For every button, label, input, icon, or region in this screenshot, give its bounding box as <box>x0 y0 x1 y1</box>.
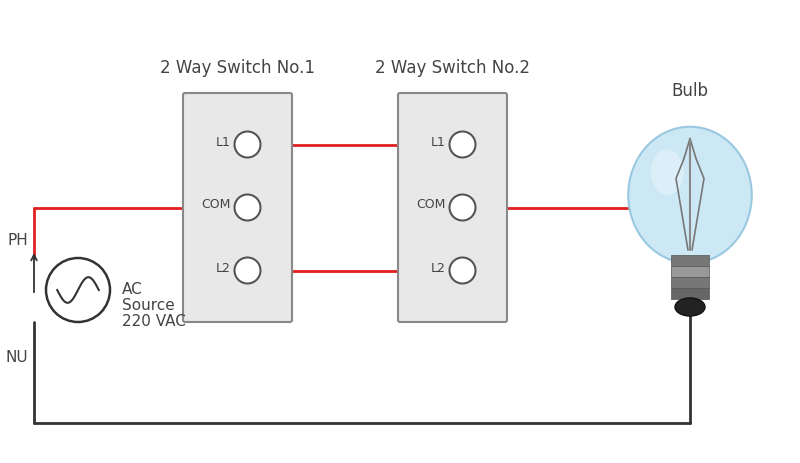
Text: Source: Source <box>122 298 174 313</box>
Ellipse shape <box>675 298 705 316</box>
Text: 220 VAC: 220 VAC <box>122 314 186 329</box>
Circle shape <box>46 258 110 322</box>
Circle shape <box>234 194 261 220</box>
Ellipse shape <box>628 127 752 263</box>
Circle shape <box>450 131 475 157</box>
Text: NU: NU <box>6 350 28 365</box>
Bar <box>671 255 709 266</box>
Text: 2 Way Switch No.1: 2 Way Switch No.1 <box>160 59 315 77</box>
Circle shape <box>234 131 261 157</box>
Text: L1: L1 <box>216 136 230 149</box>
Bar <box>671 266 709 277</box>
FancyBboxPatch shape <box>183 93 292 322</box>
Text: L1: L1 <box>430 136 446 149</box>
Circle shape <box>450 257 475 283</box>
Text: Bulb: Bulb <box>671 82 709 100</box>
Text: L2: L2 <box>216 262 230 275</box>
Text: 2 Way Switch No.2: 2 Way Switch No.2 <box>375 59 530 77</box>
Circle shape <box>450 194 475 220</box>
Text: L2: L2 <box>430 262 446 275</box>
Bar <box>671 288 709 299</box>
Circle shape <box>234 257 261 283</box>
Text: PH: PH <box>7 233 28 248</box>
Ellipse shape <box>651 150 683 195</box>
Text: COM: COM <box>416 199 446 212</box>
FancyBboxPatch shape <box>398 93 507 322</box>
Text: AC: AC <box>122 282 142 297</box>
Text: COM: COM <box>201 199 230 212</box>
Bar <box>671 277 709 288</box>
